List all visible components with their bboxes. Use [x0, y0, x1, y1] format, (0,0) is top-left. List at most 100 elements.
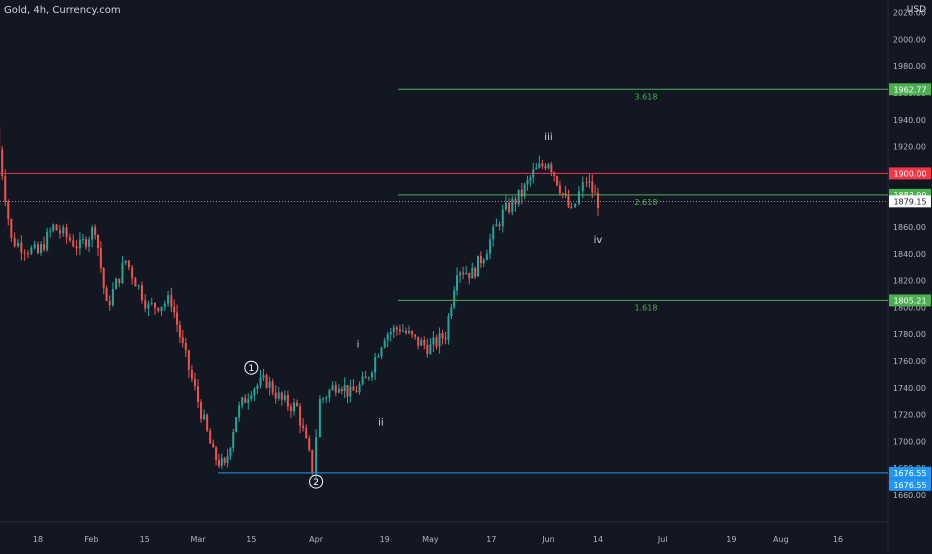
candle-body: [191, 370, 193, 379]
candle-body: [447, 316, 449, 340]
candle-body: [247, 399, 249, 403]
x-tick-label: 18: [33, 535, 43, 544]
candle-body: [40, 244, 42, 253]
candle-body: [227, 456, 229, 463]
wave-label: i: [357, 340, 360, 351]
candle-body: [393, 327, 395, 332]
candle-body: [197, 386, 199, 402]
candle-body: [109, 301, 111, 305]
candle-body: [335, 385, 337, 392]
candle-body: [212, 444, 214, 448]
candle-body: [450, 307, 452, 316]
candle-body: [332, 385, 334, 390]
candle-body: [453, 291, 455, 308]
x-tick-label: 15: [246, 535, 256, 544]
candle-body: [308, 438, 310, 450]
candle-body: [52, 225, 54, 231]
candle-body: [550, 164, 552, 172]
candle-body: [495, 224, 497, 226]
candle-body: [79, 240, 81, 249]
candle-body: [151, 303, 153, 304]
candle-body: [106, 288, 108, 301]
candle-body: [37, 244, 39, 253]
candle-body: [173, 307, 175, 313]
y-tick-label: 1660.00: [893, 491, 926, 500]
candle-body: [1, 149, 3, 176]
candle-body: [426, 345, 428, 354]
candle-body: [241, 397, 243, 405]
candle-body: [347, 385, 349, 396]
wave-label: 2: [313, 478, 319, 488]
candle-body: [46, 232, 48, 250]
candle-body: [594, 192, 596, 193]
candle-body: [134, 278, 136, 286]
candle-body: [278, 393, 280, 399]
candle-body: [352, 387, 354, 391]
candle-body: [256, 385, 258, 389]
x-tick-label: Jun: [541, 535, 555, 544]
chart-title: Gold, 4h, Currency.com: [4, 5, 121, 16]
candle-body: [399, 329, 401, 331]
candle-body: [128, 261, 130, 268]
y-tick-label: 1840.00: [893, 250, 926, 259]
candle-body: [232, 432, 234, 448]
candle-body: [4, 176, 6, 201]
candle-body: [157, 308, 159, 311]
candle-body: [161, 307, 163, 312]
candle-body: [179, 325, 181, 337]
candle-body: [322, 398, 324, 399]
candle-body: [170, 295, 172, 307]
candle-body: [30, 248, 32, 254]
candle-body: [49, 231, 51, 232]
wave-label: iii: [544, 132, 552, 143]
currency-label: USD: [907, 5, 926, 15]
wave-label: ii: [378, 417, 384, 428]
y-tick-label: 1980.00: [893, 62, 926, 71]
candle-body: [188, 350, 190, 370]
candle-body: [432, 337, 434, 344]
candle-body: [456, 275, 458, 290]
candle-body: [118, 279, 120, 283]
candle-body: [10, 219, 12, 238]
candle-body: [439, 333, 441, 347]
candle-body: [582, 182, 584, 191]
candle-body: [477, 256, 479, 277]
candle-body: [287, 395, 289, 406]
candle-body: [296, 403, 298, 406]
candle-body: [302, 426, 304, 428]
candle-body: [82, 239, 84, 240]
candle-body: [76, 246, 78, 248]
candle-body: [588, 181, 590, 182]
x-tick-label: Feb: [84, 535, 98, 544]
candle-body: [468, 273, 470, 279]
candle-body: [266, 375, 268, 387]
candle-body: [459, 273, 461, 276]
candle-body: [429, 344, 431, 354]
y-tick-label: 1920.00: [893, 143, 926, 152]
x-tick-label: 15: [140, 535, 150, 544]
candle-body: [259, 378, 261, 386]
candle-body: [349, 387, 351, 397]
candle-body: [384, 340, 386, 347]
candle-body: [59, 230, 61, 233]
candle-body: [138, 285, 140, 286]
candle-body: [396, 327, 398, 329]
wave-label: 1: [248, 364, 254, 374]
candle-body: [527, 180, 529, 184]
candle-body: [275, 393, 277, 399]
candle-body: [56, 225, 58, 231]
candle-body: [355, 391, 357, 393]
candle-body: [91, 227, 93, 239]
candle-body: [341, 389, 343, 391]
candle-body: [235, 417, 237, 432]
candle-body: [529, 177, 531, 180]
candle-body: [380, 348, 382, 357]
candle-body: [94, 227, 96, 235]
candle-body: [445, 338, 447, 339]
candle-body: [125, 261, 127, 263]
y-tick-label: 1940.00: [893, 116, 926, 125]
candle-body: [578, 191, 580, 204]
x-tick-label: 16: [833, 535, 843, 544]
